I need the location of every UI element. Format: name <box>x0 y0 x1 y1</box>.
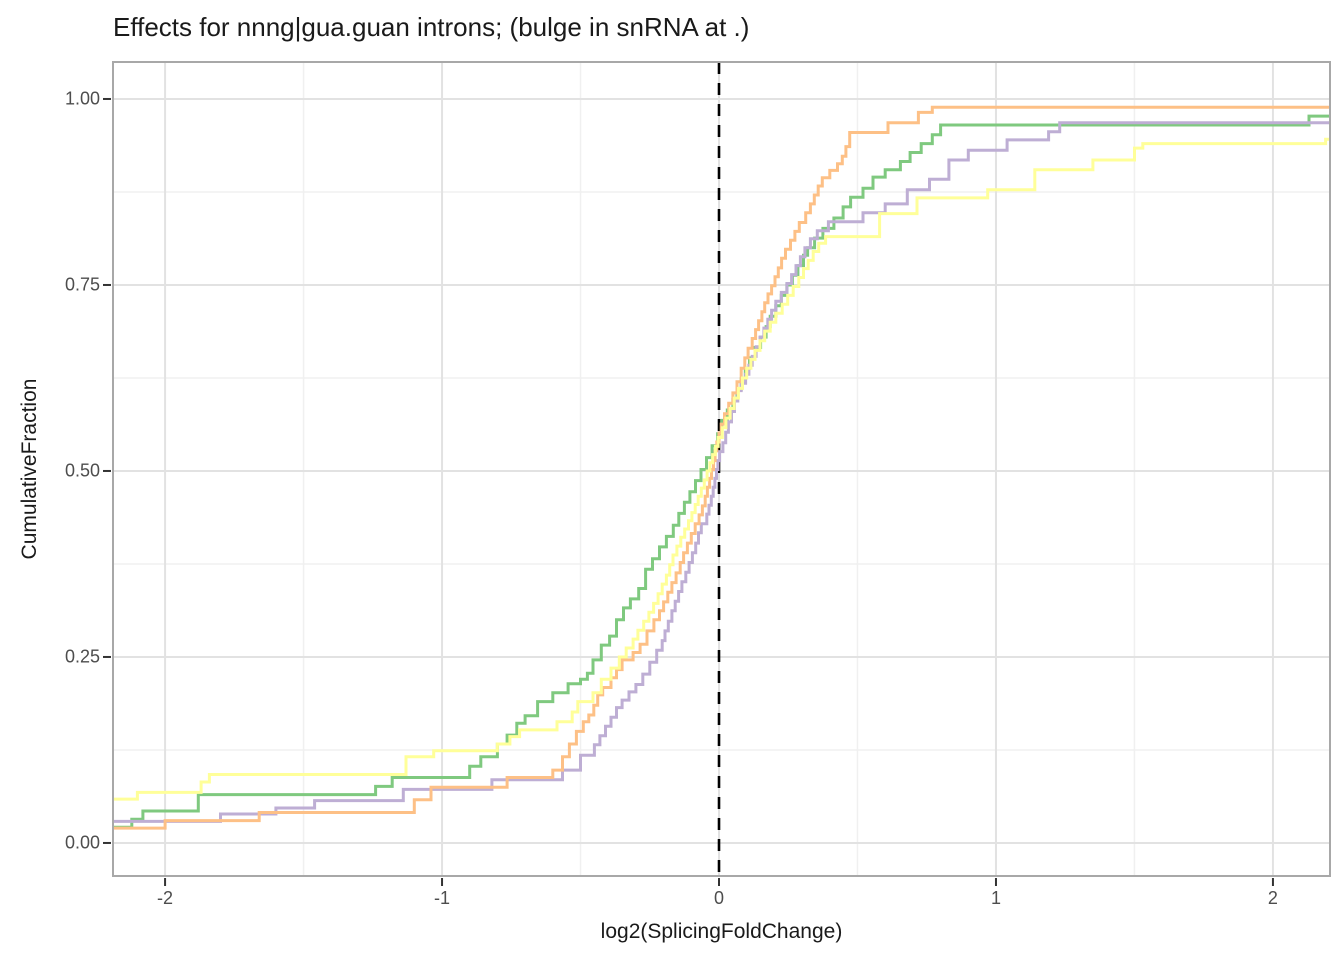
y-tick-label: 0.25 <box>64 646 100 667</box>
x-tick-label: 1 <box>990 888 1001 908</box>
y-tick-label: 0.75 <box>64 274 100 295</box>
ecdf-curve-green <box>113 114 1330 829</box>
ecdf-curve-purple <box>113 121 1330 823</box>
x-tick-label: -1 <box>434 888 451 908</box>
x-tick-label: -2 <box>157 888 174 908</box>
ecdf-curve-yellow <box>113 137 1330 801</box>
panel-background <box>113 62 1330 876</box>
ecdf-curve-orange <box>113 105 1330 830</box>
y-tick-label: 1.00 <box>64 88 100 109</box>
panel-border <box>112 61 1331 877</box>
x-axis-title: log2(SplicingFoldChange) <box>600 920 843 943</box>
x-tick-label: 0 <box>713 888 725 908</box>
chart-title: Effects for nnng|gua.guan introns; (bulg… <box>113 12 750 42</box>
x-tick-label: 2 <box>1267 888 1278 908</box>
y-tick-label: 0.50 <box>64 460 100 481</box>
y-tick-label: 0.00 <box>64 832 100 853</box>
